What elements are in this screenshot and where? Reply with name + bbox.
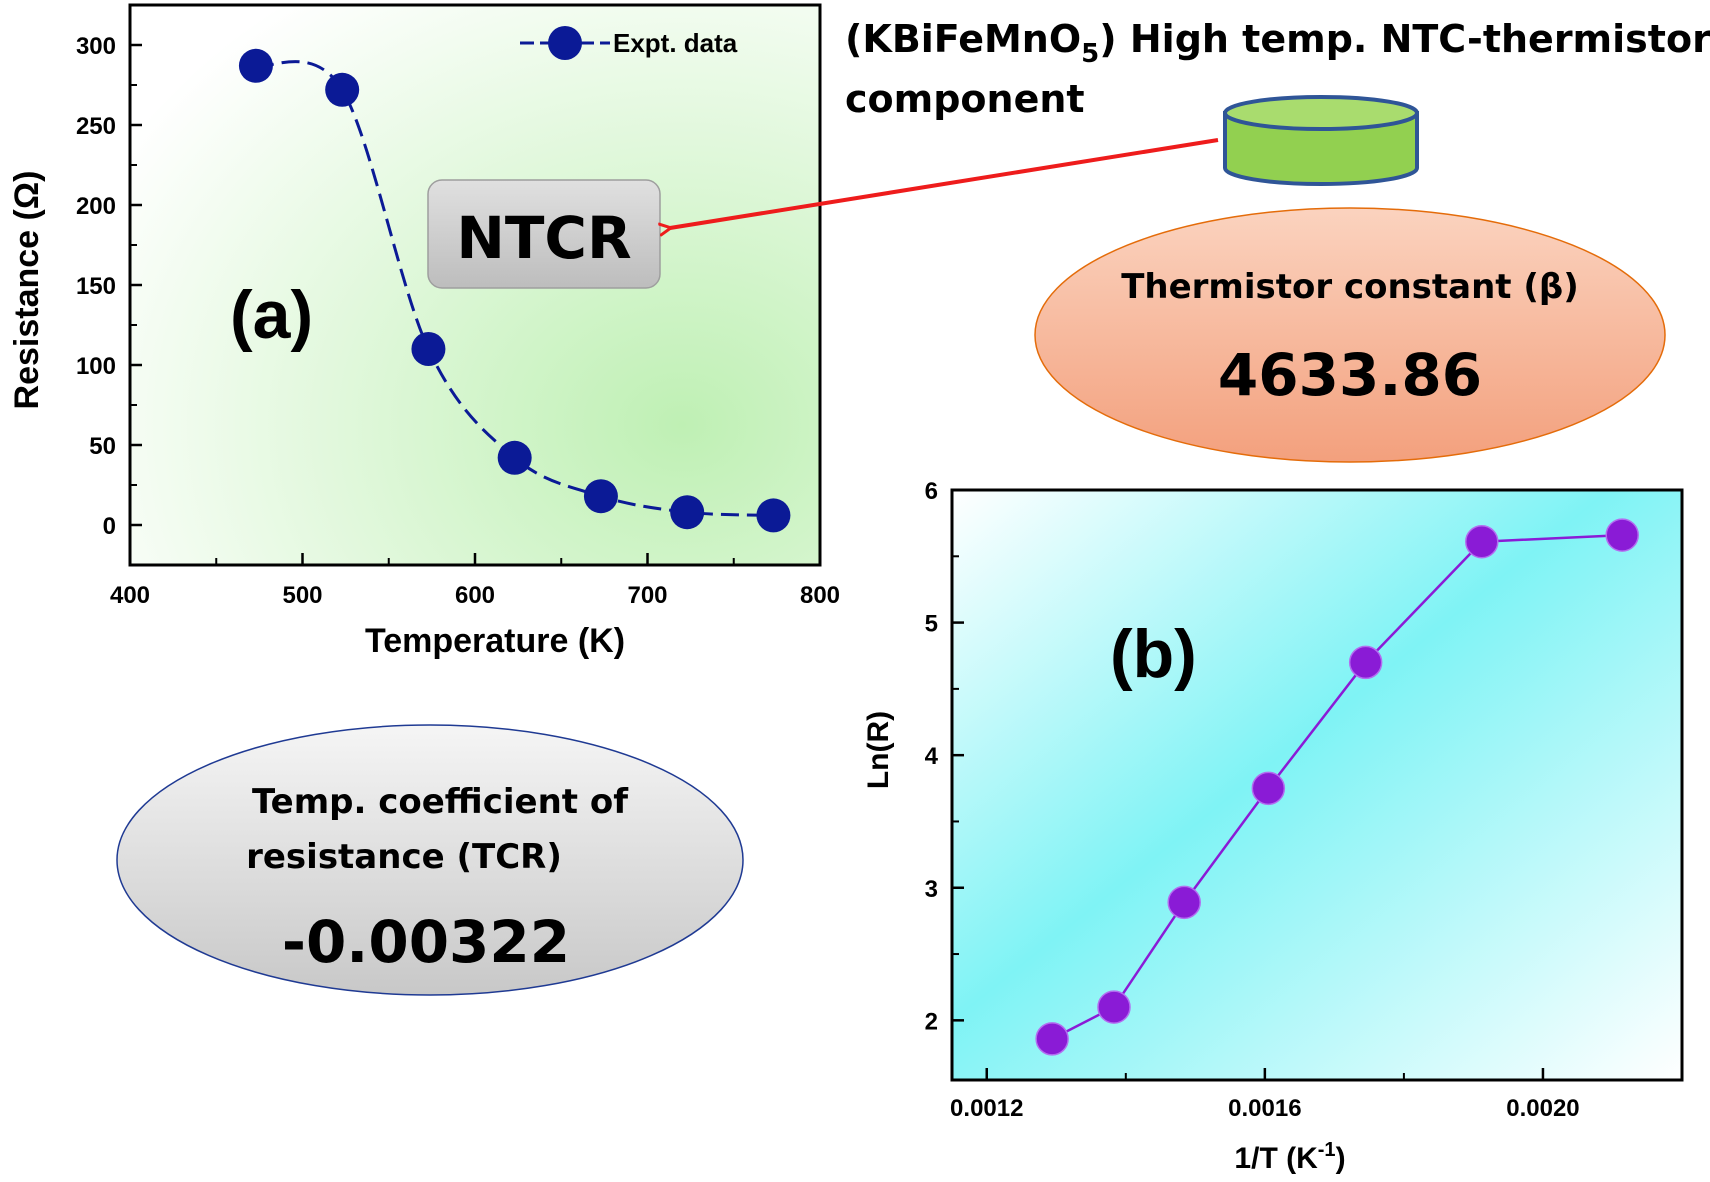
y-tick-label: 200: [76, 193, 116, 220]
panel-b-axis-ticks: 0.0012 0.0016 0.0020 2 3 4 5 6: [925, 478, 1580, 1122]
y-tick-label: 2: [925, 1008, 938, 1035]
beta-label: Thermistor constant (β): [1121, 267, 1579, 307]
thermistor-component-icon: [1223, 95, 1419, 186]
data-point: [238, 48, 273, 83]
x-title-sup: -1: [1318, 1139, 1336, 1161]
panel-a-y-axis-title: Resistance (Ω): [8, 171, 46, 410]
beta-callout: Thermistor constant (β) 4633.86: [1034, 207, 1666, 463]
data-point: [411, 332, 446, 366]
legend-marker-swatch: [548, 26, 582, 60]
ntcr-label: NTCR: [456, 204, 631, 272]
title-line-2: component: [845, 77, 1085, 121]
tcr-callout: Temp. coefficient of resistance (TCR) -0…: [116, 724, 744, 996]
component-top: [1223, 95, 1419, 131]
data-point: [670, 495, 705, 530]
data-point: [756, 498, 791, 533]
x-title-end: ): [1336, 1142, 1346, 1175]
x-title-base: 1/T (K: [1234, 1142, 1318, 1175]
data-point: [325, 72, 360, 107]
title-line-1: (KBiFeMnO5) High temp. NTC-thermistor: [845, 17, 1710, 69]
x-tick-label: 0.0016: [1228, 1095, 1301, 1122]
panel-b-plot-area: [950, 488, 1684, 1082]
tcr-label-line-2: resistance (TCR): [246, 837, 562, 877]
data-point: [1251, 771, 1286, 806]
y-tick-label: 300: [76, 33, 116, 60]
tcr-ellipse: [116, 724, 744, 996]
title-prefix: (KBiFeMnO: [845, 17, 1081, 61]
y-tick-label: 6: [925, 478, 938, 505]
tcr-value: -0.00322: [282, 908, 570, 976]
x-tick-label: 700: [627, 582, 667, 609]
panel-a-chart: 400 500 600 700 800 0 50 100 150 200 250 300 Expt. …: [8, 3, 840, 660]
data-point: [583, 479, 618, 514]
beta-value: 4633.86: [1218, 341, 1482, 409]
component-body: [1223, 111, 1419, 186]
y-tick-label: 5: [925, 611, 938, 638]
x-tick-label: 500: [282, 582, 322, 609]
panel-a-label: (a): [230, 277, 313, 353]
panel-b-label: (b): [1110, 616, 1197, 692]
x-tick-label: 800: [800, 582, 840, 609]
data-point: [1097, 990, 1131, 1024]
x-tick-label: 600: [455, 582, 495, 609]
y-tick-label: 4: [925, 743, 939, 770]
panel-b-chart: 0.0012 0.0016 0.0020 2 3 4 5 6 (b) 1/T (K-1) Ln…: [862, 478, 1684, 1175]
y-tick-label: 50: [89, 433, 116, 460]
legend-label: Expt. data: [613, 28, 738, 58]
data-point: [497, 440, 532, 475]
data-point: [1348, 645, 1383, 680]
data-point: [1167, 885, 1201, 920]
figure-title: (KBiFeMnO5) High temp. NTC-thermistor co…: [845, 17, 1710, 121]
panel-a-axis-ticks: 400 500 600 700 800 0 50 100 150 200 250 300: [76, 33, 840, 609]
title-subscript: 5: [1081, 39, 1099, 69]
data-point: [1605, 518, 1639, 552]
panel-a-x-axis-title: Temperature (K): [365, 622, 625, 660]
tcr-label-line-1: Temp. coefficient of: [252, 782, 629, 822]
data-point: [1465, 524, 1499, 559]
panel-b-series-points: [1035, 518, 1639, 1056]
pointer-arrow: [670, 138, 1219, 228]
ntcr-callout: NTCR: [427, 179, 661, 289]
beta-ellipse: [1034, 207, 1666, 463]
y-tick-label: 3: [925, 876, 938, 903]
x-tick-label: 0.0020: [1506, 1095, 1579, 1122]
y-tick-label: 250: [76, 113, 116, 140]
x-tick-label: 0.0012: [950, 1095, 1023, 1122]
panel-b-x-axis-title: 1/T (K-1): [1234, 1139, 1345, 1175]
panel-a-legend: Expt. data: [520, 26, 738, 60]
title-suffix: ) High temp. NTC-thermistor: [1099, 17, 1710, 61]
panel-a-series-points: [238, 48, 791, 533]
panel-b-y-axis-title: Ln(R): [862, 711, 895, 789]
y-tick-label: 0: [103, 513, 116, 540]
y-tick-label: 150: [76, 273, 116, 300]
y-tick-label: 100: [76, 353, 116, 380]
x-tick-label: 400: [110, 582, 150, 609]
data-point: [1035, 1022, 1069, 1056]
